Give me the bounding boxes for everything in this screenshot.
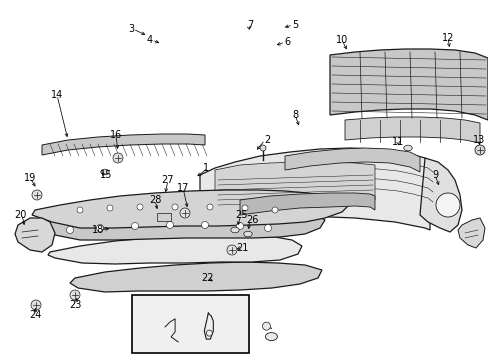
- Bar: [157, 213, 171, 221]
- Text: 24: 24: [29, 310, 41, 320]
- Text: 26: 26: [245, 215, 258, 225]
- Text: 19: 19: [24, 173, 36, 183]
- Circle shape: [262, 322, 270, 330]
- Circle shape: [271, 207, 278, 213]
- Circle shape: [131, 222, 138, 230]
- Text: 7: 7: [246, 20, 253, 30]
- Polygon shape: [457, 218, 484, 248]
- Text: 12: 12: [441, 33, 453, 43]
- Circle shape: [435, 193, 459, 217]
- Polygon shape: [345, 117, 479, 143]
- Text: 16: 16: [110, 130, 122, 140]
- Circle shape: [206, 330, 212, 336]
- Text: 5: 5: [291, 20, 298, 30]
- Polygon shape: [240, 193, 374, 215]
- Polygon shape: [419, 158, 461, 232]
- Bar: [132, 295, 249, 353]
- Text: 20: 20: [14, 210, 26, 220]
- Circle shape: [260, 145, 265, 151]
- Polygon shape: [15, 218, 55, 252]
- Circle shape: [172, 204, 178, 210]
- Polygon shape: [215, 162, 374, 210]
- Circle shape: [70, 290, 80, 300]
- Text: 6: 6: [284, 37, 289, 47]
- Circle shape: [180, 208, 190, 218]
- Ellipse shape: [265, 333, 277, 341]
- Polygon shape: [32, 190, 347, 228]
- Polygon shape: [70, 262, 321, 292]
- Circle shape: [201, 221, 208, 229]
- Ellipse shape: [403, 145, 411, 151]
- Circle shape: [242, 205, 247, 211]
- Circle shape: [96, 225, 103, 231]
- Text: 25: 25: [234, 210, 247, 220]
- Text: 23: 23: [69, 300, 81, 310]
- Text: 8: 8: [291, 110, 298, 120]
- Polygon shape: [42, 134, 204, 155]
- Text: 9: 9: [431, 170, 437, 180]
- Text: 4: 4: [146, 35, 153, 45]
- Circle shape: [113, 153, 123, 163]
- Circle shape: [66, 226, 73, 234]
- Text: 27: 27: [162, 175, 174, 185]
- Ellipse shape: [244, 231, 252, 237]
- Ellipse shape: [230, 227, 239, 233]
- Circle shape: [31, 300, 41, 310]
- Ellipse shape: [101, 169, 109, 175]
- Circle shape: [236, 222, 243, 230]
- Circle shape: [32, 190, 42, 200]
- Circle shape: [107, 205, 113, 211]
- Circle shape: [206, 204, 213, 210]
- Text: 15: 15: [100, 170, 112, 180]
- Polygon shape: [200, 148, 429, 230]
- Circle shape: [137, 204, 142, 210]
- Circle shape: [264, 225, 271, 231]
- Text: 18: 18: [92, 225, 104, 235]
- Text: 21: 21: [235, 243, 248, 253]
- Circle shape: [166, 221, 173, 229]
- Circle shape: [474, 145, 484, 155]
- Circle shape: [77, 207, 83, 213]
- Polygon shape: [28, 207, 325, 240]
- Text: 13: 13: [472, 135, 484, 145]
- Text: 14: 14: [51, 90, 63, 100]
- Text: 10: 10: [335, 35, 347, 45]
- Text: 22: 22: [202, 273, 214, 283]
- Text: 11: 11: [391, 137, 403, 147]
- Text: 17: 17: [177, 183, 189, 193]
- Polygon shape: [329, 49, 487, 120]
- Polygon shape: [48, 236, 302, 264]
- Circle shape: [226, 245, 237, 255]
- Text: 3: 3: [128, 24, 134, 34]
- Text: 1: 1: [203, 163, 209, 173]
- Text: 2: 2: [264, 135, 269, 145]
- Text: 28: 28: [148, 195, 161, 205]
- Polygon shape: [285, 148, 419, 172]
